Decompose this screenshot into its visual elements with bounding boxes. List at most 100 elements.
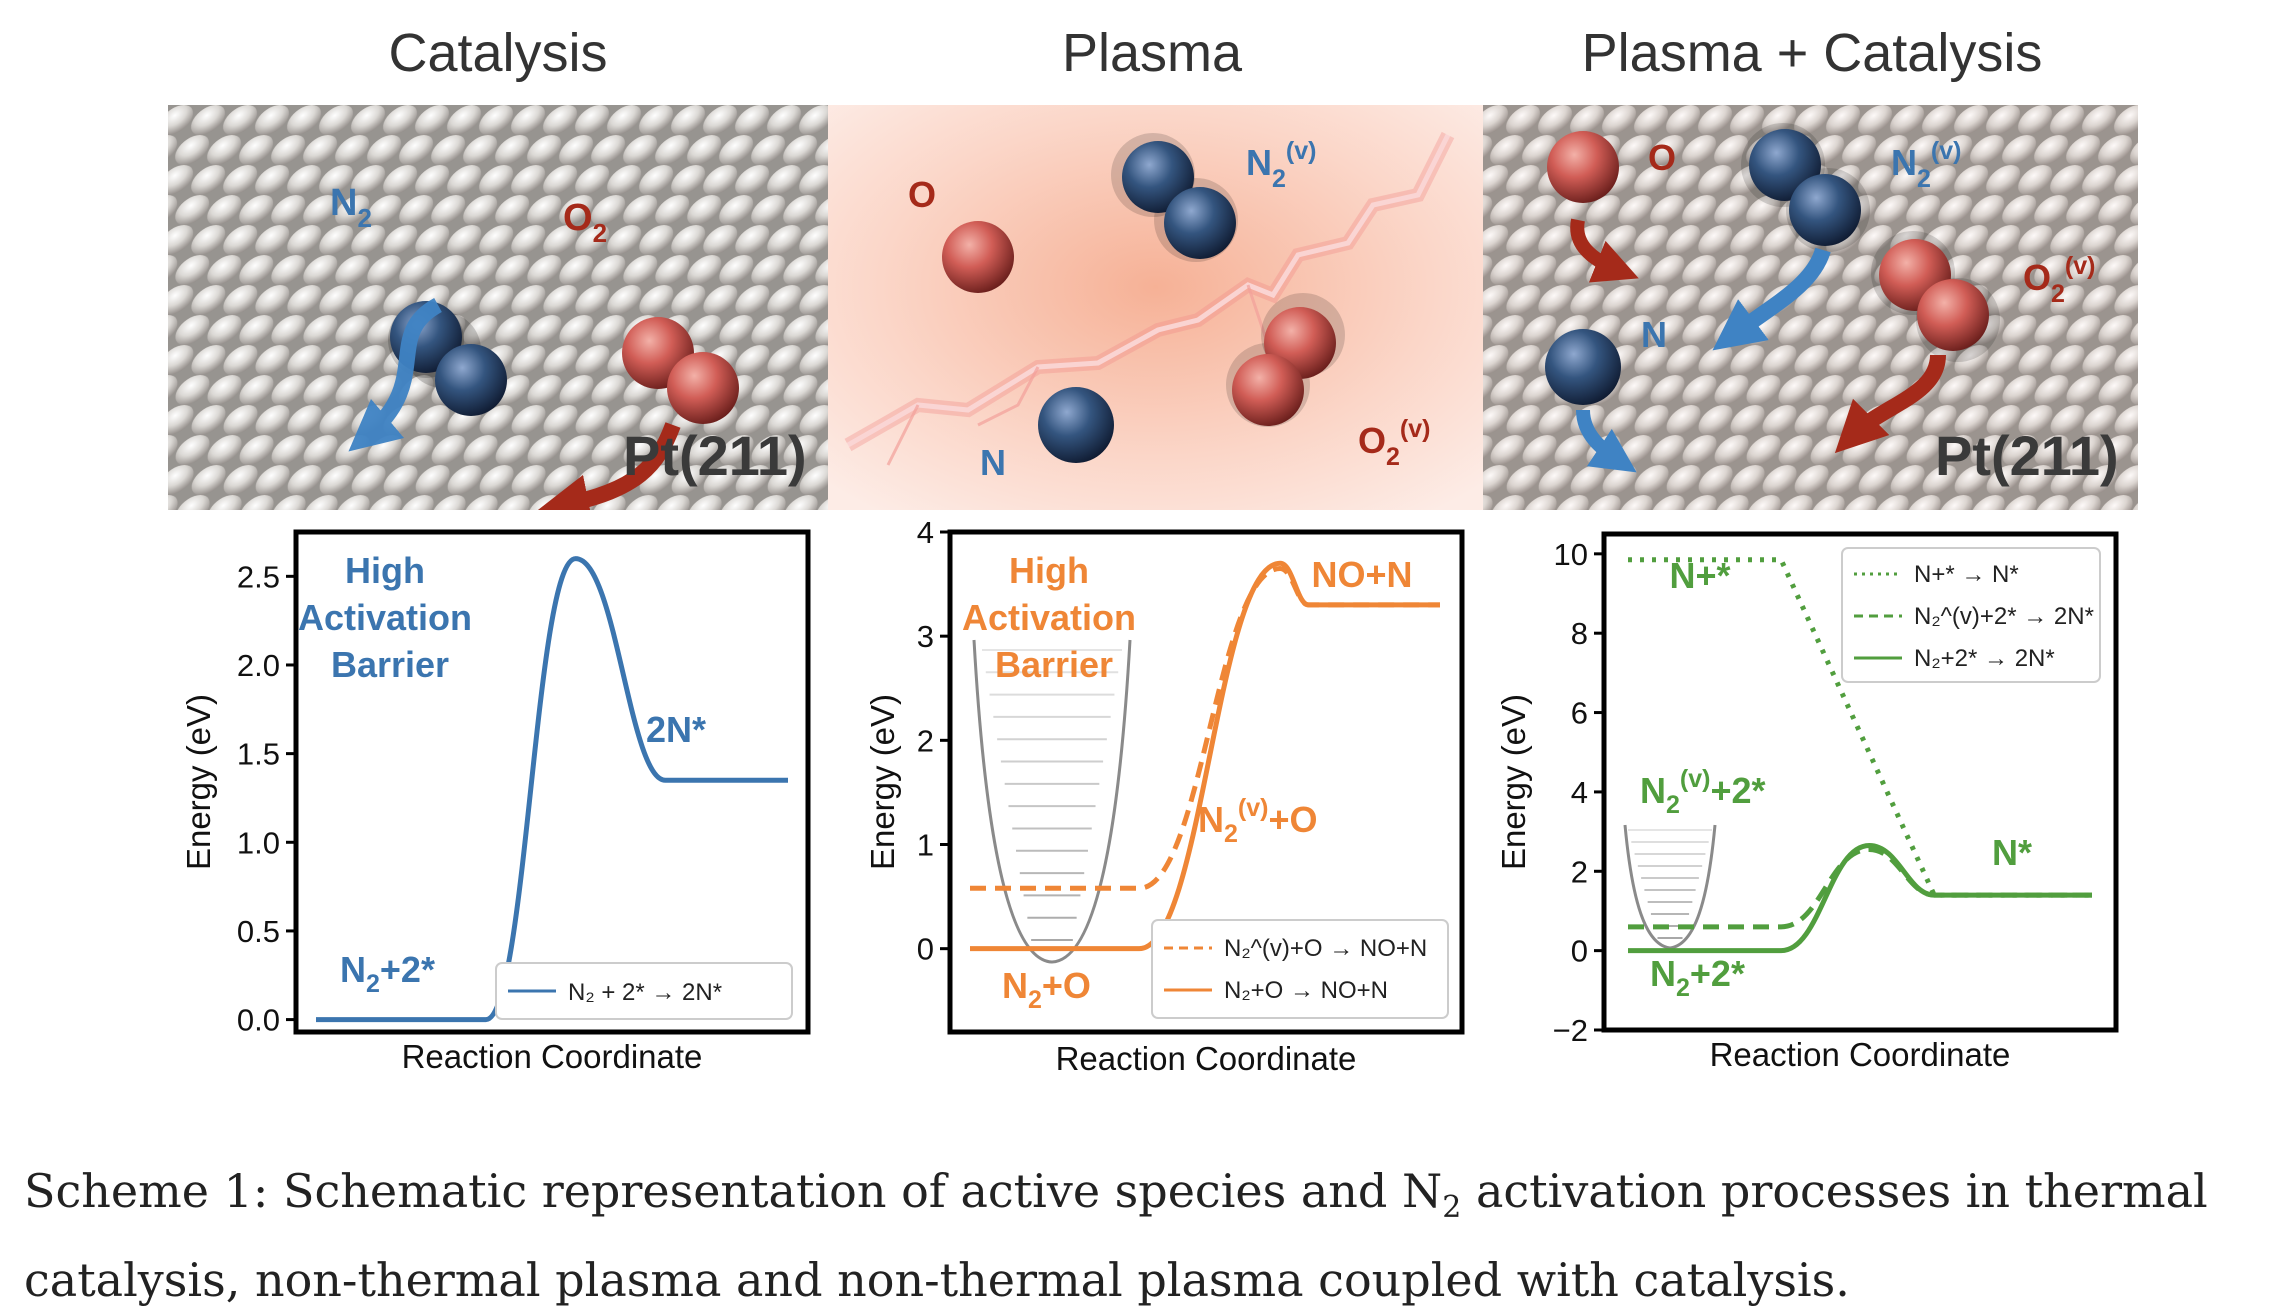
n2v-label-2: N [1891, 142, 1917, 183]
svg-text:N2: N2 [330, 182, 372, 233]
series-line-solid [1628, 842, 2092, 954]
y-tick-label: 2.0 [237, 648, 280, 683]
vibrational-well-icon [972, 639, 1132, 964]
blue-arrow-icon [348, 297, 443, 452]
x-axis-label: Reaction Coordinate [402, 1038, 703, 1075]
svg-text:O2(v): O2(v) [2023, 252, 2095, 308]
y-tick-label: 10 [1554, 537, 1588, 572]
y-tick-label: 1 [917, 828, 934, 863]
svg-text:High Activation Ba: High Activation Barrier [962, 550, 1146, 685]
barrier-label: High [345, 550, 425, 591]
legend-entry-dashed: N₂^(v)+2* → 2N* [1914, 603, 2094, 630]
y-tick-label: 2 [1571, 854, 1588, 889]
svg-text:N2+O: N2+O [1002, 965, 1091, 1014]
n2-label: N [330, 182, 357, 224]
red-arrow-icon-3 [1834, 354, 1946, 454]
svg-text:N2+2*: N2+2* [1650, 953, 1745, 1002]
n-label: N [980, 442, 1006, 483]
series-line-solid [316, 556, 788, 1023]
product-label: N* [1992, 832, 2032, 873]
red-arrow-icon-2 [1570, 218, 1639, 283]
blue-arrow-icon-3 [1576, 409, 1637, 473]
x-axis-label: Reaction Coordinate [1710, 1036, 2011, 1073]
svg-text:N2(v)+O: N2(v)+O [1198, 794, 1318, 848]
y-tick-label: −2 [1553, 1013, 1588, 1048]
caption-line1: Scheme 1: Schematic representation of ac… [24, 1164, 1443, 1218]
caption-line2: catalysis, non-thermal plasma and non-th… [24, 1253, 1850, 1308]
legend-entry-solid: N₂+2* → 2N* [1914, 645, 2055, 672]
o-atom-2 [1547, 131, 1619, 203]
catalysis-chart: 0.0 0.5 1.0 1.5 2.0 2.5 Reaction Coordinate E… [168, 520, 828, 1080]
y-tick-label: 1.0 [237, 825, 280, 860]
lightning-icon [846, 133, 1451, 448]
legend-entry: N₂ + 2* → 2N* [568, 979, 722, 1006]
y-tick-label: 0.5 [237, 914, 280, 949]
o2-molecule [622, 317, 739, 424]
vib-label: N [1198, 799, 1224, 840]
plot-frame [1601, 531, 2119, 1033]
y-tick-label: 0 [917, 932, 934, 967]
y-tick-label: 1.5 [237, 737, 280, 772]
legend-entry-dotted: N+* → N* [1914, 561, 2019, 588]
y-tick-label: 4 [1571, 775, 1588, 810]
figure-caption: Scheme 1: Schematic representation of ac… [24, 1155, 2284, 1316]
reactant-label: N [340, 949, 366, 990]
n2-molecule [388, 301, 507, 416]
svg-text:N2(v)+2*: N2(v)+2* [1640, 765, 1766, 819]
plot-frame [293, 529, 811, 1035]
plasma-catalysis-title: Plasma + Catalysis [1581, 23, 2043, 83]
legend: N₂^(v)+O → NO+N N₂+O → NO+N [1151, 919, 1449, 1019]
pt-surface [168, 105, 828, 510]
y-axis-label: Energy (eV) [864, 694, 901, 870]
n2v-molecule [1111, 133, 1238, 262]
pt211-label-2: Pt(211) [1935, 424, 2119, 487]
o2v-label: O [1358, 420, 1386, 461]
y-tick-label: 3 [917, 619, 934, 654]
o-atom [942, 221, 1014, 293]
legend-entry-dashed: N₂^(v)+O → NO+N [1224, 935, 1427, 962]
n-atom-2 [1545, 329, 1621, 405]
y-tick-label: 6 [1571, 696, 1588, 731]
x-axis-label: Reaction Coordinate [1056, 1040, 1357, 1077]
barrier-label: High [1009, 550, 1089, 591]
y-tick-label: 2 [917, 723, 934, 758]
product-label: NO+N [1311, 554, 1412, 595]
reactant-label: N [1002, 965, 1028, 1006]
plasma-catalysis-illustration: O N2(v) N O2(v) Pt(211) [1483, 105, 2138, 510]
series-line-solid [970, 560, 1440, 952]
n-gas-label: N+* [1669, 555, 1730, 596]
n-label-2: N [1641, 314, 1667, 355]
y-tick-label: 8 [1571, 616, 1588, 651]
y-axis-label: Energy (eV) [1495, 694, 1532, 870]
catalysis-title: Catalysis [388, 23, 608, 83]
o2v-molecule [1226, 293, 1345, 427]
legend: N+* → N* N₂^(v)+2* → 2N* N₂+2* → 2N* [1841, 547, 2101, 683]
vibrational-well-icon [1623, 824, 1717, 950]
svg-text:N2(v): N2(v) [1246, 137, 1316, 193]
legend-entry-solid: N₂+O → NO+N [1224, 977, 1388, 1004]
pt211-label: Pt(211) [623, 424, 807, 487]
y-tick-label: 2.5 [237, 559, 280, 594]
plasma-illustration: O N2(v) N O2(v) [828, 105, 1483, 510]
y-tick-label: 0.0 [237, 1003, 280, 1038]
reactant-label: N [1650, 953, 1676, 994]
product-label: 2N* [646, 709, 706, 750]
n-atom [1038, 387, 1114, 463]
vib-label: N [1640, 770, 1666, 811]
svg-text:O2(v): O2(v) [1358, 415, 1430, 471]
svg-text:N2(v): N2(v) [1891, 137, 1961, 193]
plot-frame [947, 529, 1465, 1035]
plasma-title: Plasma [1061, 23, 1243, 83]
o-label: O [908, 174, 936, 215]
svg-text:High Activation Ba: High Activation Barrier [298, 550, 482, 685]
legend: N₂ + 2* → 2N* [495, 962, 793, 1020]
svg-text:O2: O2 [563, 197, 607, 248]
red-arrow-icon [537, 422, 681, 510]
y-tick-label: 4 [917, 520, 934, 550]
o2v-label-2: O [2023, 257, 2051, 298]
catalysis-illustration: N2 O2 Pt(211) [168, 105, 828, 510]
n2v-label: N [1246, 142, 1272, 183]
o-label-2: O [1648, 137, 1676, 178]
o2-label: O [563, 197, 593, 239]
plasma-chart: 0 1 2 3 4 Reaction Coordinate Energy (eV) Hi… [822, 515, 1482, 1080]
